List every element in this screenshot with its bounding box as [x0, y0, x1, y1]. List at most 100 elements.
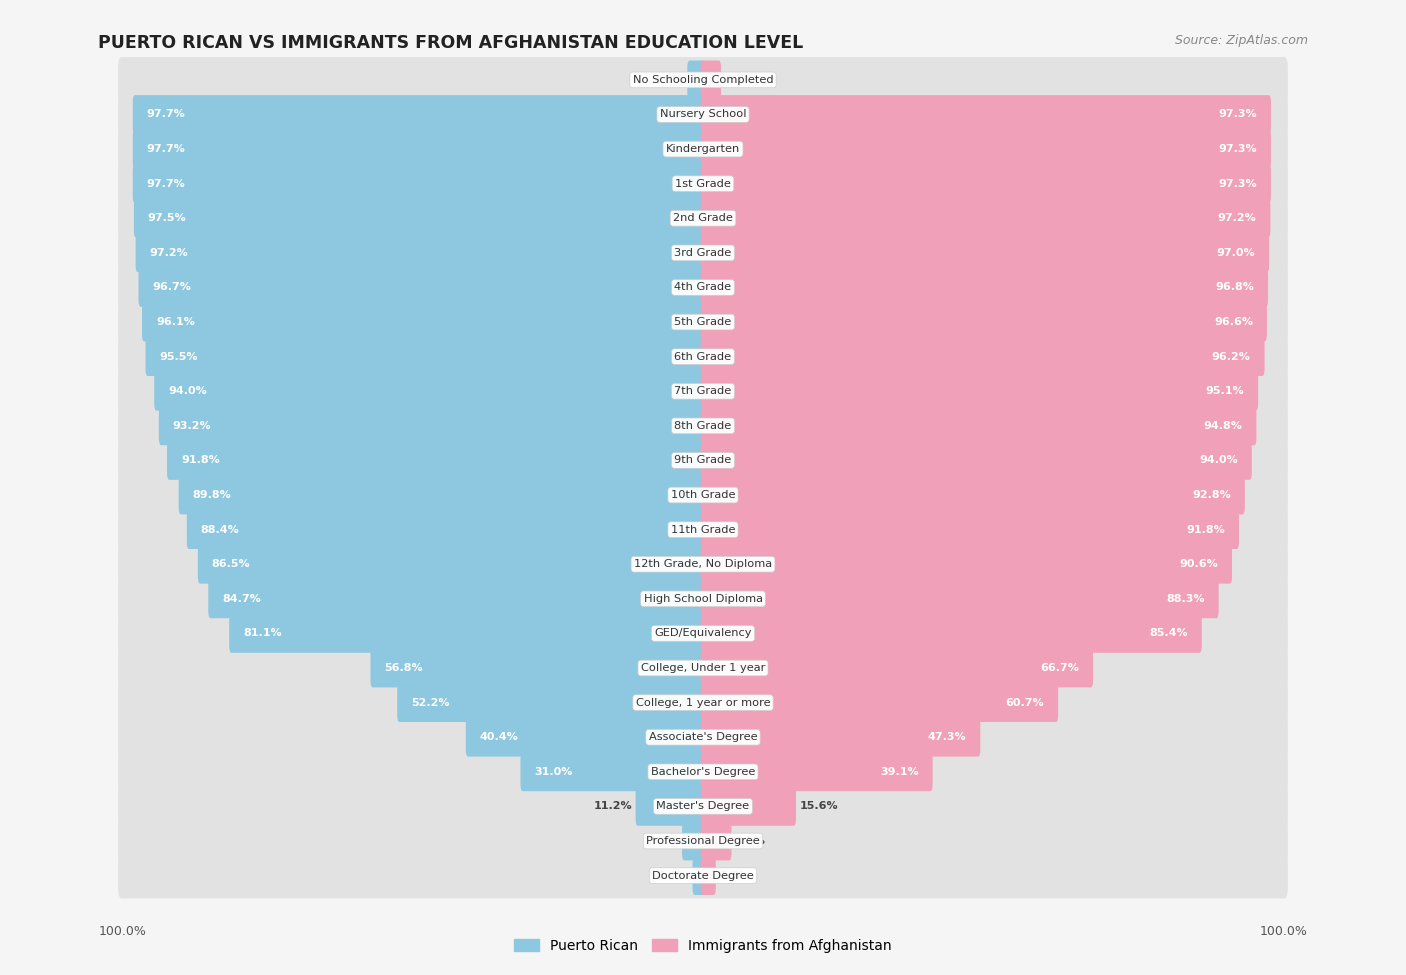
Text: 31.0%: 31.0% [534, 766, 572, 777]
Text: 97.5%: 97.5% [148, 214, 187, 223]
Text: 100.0%: 100.0% [98, 925, 146, 938]
Text: 12th Grade, No Diploma: 12th Grade, No Diploma [634, 560, 772, 569]
Text: 81.1%: 81.1% [243, 629, 281, 639]
Text: 86.5%: 86.5% [212, 560, 250, 569]
Text: 97.3%: 97.3% [1219, 178, 1257, 189]
Text: 66.7%: 66.7% [1040, 663, 1080, 673]
FancyBboxPatch shape [465, 718, 706, 757]
Text: 95.1%: 95.1% [1205, 386, 1244, 396]
Text: 47.3%: 47.3% [928, 732, 966, 742]
Text: 8th Grade: 8th Grade [675, 421, 731, 431]
FancyBboxPatch shape [700, 545, 1232, 584]
Text: 97.0%: 97.0% [1216, 248, 1256, 257]
FancyBboxPatch shape [198, 545, 706, 584]
Text: 90.6%: 90.6% [1180, 560, 1218, 569]
FancyBboxPatch shape [118, 403, 1288, 448]
Text: 1.4%: 1.4% [658, 871, 689, 880]
Text: College, 1 year or more: College, 1 year or more [636, 698, 770, 708]
Text: 2nd Grade: 2nd Grade [673, 214, 733, 223]
FancyBboxPatch shape [682, 822, 706, 860]
Text: 56.8%: 56.8% [384, 663, 423, 673]
Text: 11th Grade: 11th Grade [671, 525, 735, 534]
Text: Kindergarten: Kindergarten [666, 144, 740, 154]
FancyBboxPatch shape [118, 230, 1288, 276]
Text: 96.8%: 96.8% [1215, 283, 1254, 292]
FancyBboxPatch shape [135, 233, 706, 272]
Text: 6th Grade: 6th Grade [675, 352, 731, 362]
FancyBboxPatch shape [134, 199, 706, 238]
FancyBboxPatch shape [118, 161, 1288, 207]
Text: 97.7%: 97.7% [146, 144, 186, 154]
FancyBboxPatch shape [118, 507, 1288, 553]
Text: Nursery School: Nursery School [659, 109, 747, 120]
Text: 88.3%: 88.3% [1166, 594, 1205, 604]
FancyBboxPatch shape [700, 856, 716, 895]
Text: 2.7%: 2.7% [724, 75, 755, 85]
Text: 7th Grade: 7th Grade [675, 386, 731, 396]
FancyBboxPatch shape [118, 784, 1288, 830]
FancyBboxPatch shape [700, 268, 1268, 307]
Text: 91.8%: 91.8% [181, 455, 219, 465]
FancyBboxPatch shape [118, 576, 1288, 622]
Text: 97.7%: 97.7% [146, 178, 186, 189]
FancyBboxPatch shape [132, 96, 706, 134]
Text: 95.5%: 95.5% [159, 352, 198, 362]
FancyBboxPatch shape [179, 476, 706, 515]
FancyBboxPatch shape [700, 407, 1257, 446]
FancyBboxPatch shape [118, 853, 1288, 898]
FancyBboxPatch shape [700, 476, 1244, 515]
Text: 97.2%: 97.2% [1218, 214, 1257, 223]
Text: 60.7%: 60.7% [1005, 698, 1045, 708]
FancyBboxPatch shape [155, 371, 706, 410]
FancyBboxPatch shape [118, 92, 1288, 137]
FancyBboxPatch shape [118, 438, 1288, 484]
Text: 2.3%: 2.3% [652, 75, 683, 85]
Legend: Puerto Rican, Immigrants from Afghanistan: Puerto Rican, Immigrants from Afghanista… [509, 933, 897, 958]
Text: 11.2%: 11.2% [593, 801, 633, 811]
FancyBboxPatch shape [118, 680, 1288, 725]
Text: 96.7%: 96.7% [152, 283, 191, 292]
Text: 96.2%: 96.2% [1212, 352, 1250, 362]
FancyBboxPatch shape [118, 58, 1288, 102]
FancyBboxPatch shape [139, 268, 706, 307]
Text: 97.3%: 97.3% [1219, 109, 1257, 120]
Text: College, Under 1 year: College, Under 1 year [641, 663, 765, 673]
FancyBboxPatch shape [700, 165, 1271, 203]
Text: PUERTO RICAN VS IMMIGRANTS FROM AFGHANISTAN EDUCATION LEVEL: PUERTO RICAN VS IMMIGRANTS FROM AFGHANIS… [98, 34, 804, 52]
Text: 97.2%: 97.2% [149, 248, 188, 257]
FancyBboxPatch shape [118, 645, 1288, 691]
Text: 3rd Grade: 3rd Grade [675, 248, 731, 257]
Text: 40.4%: 40.4% [479, 732, 519, 742]
Text: 85.4%: 85.4% [1149, 629, 1188, 639]
FancyBboxPatch shape [371, 648, 706, 687]
Text: 4.5%: 4.5% [735, 836, 766, 846]
FancyBboxPatch shape [700, 579, 1219, 618]
Text: No Schooling Completed: No Schooling Completed [633, 75, 773, 85]
Text: Master's Degree: Master's Degree [657, 801, 749, 811]
FancyBboxPatch shape [700, 648, 1092, 687]
FancyBboxPatch shape [700, 683, 1059, 722]
FancyBboxPatch shape [167, 441, 706, 480]
Text: 97.7%: 97.7% [146, 109, 186, 120]
FancyBboxPatch shape [700, 199, 1271, 238]
FancyBboxPatch shape [118, 126, 1288, 172]
FancyBboxPatch shape [118, 264, 1288, 310]
FancyBboxPatch shape [229, 614, 706, 653]
Text: Bachelor's Degree: Bachelor's Degree [651, 766, 755, 777]
FancyBboxPatch shape [700, 718, 980, 757]
Text: 94.0%: 94.0% [1199, 455, 1237, 465]
FancyBboxPatch shape [700, 822, 731, 860]
Text: 15.6%: 15.6% [800, 801, 838, 811]
Text: 94.0%: 94.0% [169, 386, 207, 396]
Text: 93.2%: 93.2% [173, 421, 211, 431]
FancyBboxPatch shape [700, 60, 721, 99]
FancyBboxPatch shape [118, 369, 1288, 414]
FancyBboxPatch shape [693, 856, 706, 895]
Text: Source: ZipAtlas.com: Source: ZipAtlas.com [1174, 34, 1308, 47]
Text: 39.1%: 39.1% [880, 766, 918, 777]
FancyBboxPatch shape [520, 753, 706, 791]
Text: 1.8%: 1.8% [720, 871, 751, 880]
Text: 88.4%: 88.4% [201, 525, 239, 534]
Text: Doctorate Degree: Doctorate Degree [652, 871, 754, 880]
FancyBboxPatch shape [132, 130, 706, 169]
